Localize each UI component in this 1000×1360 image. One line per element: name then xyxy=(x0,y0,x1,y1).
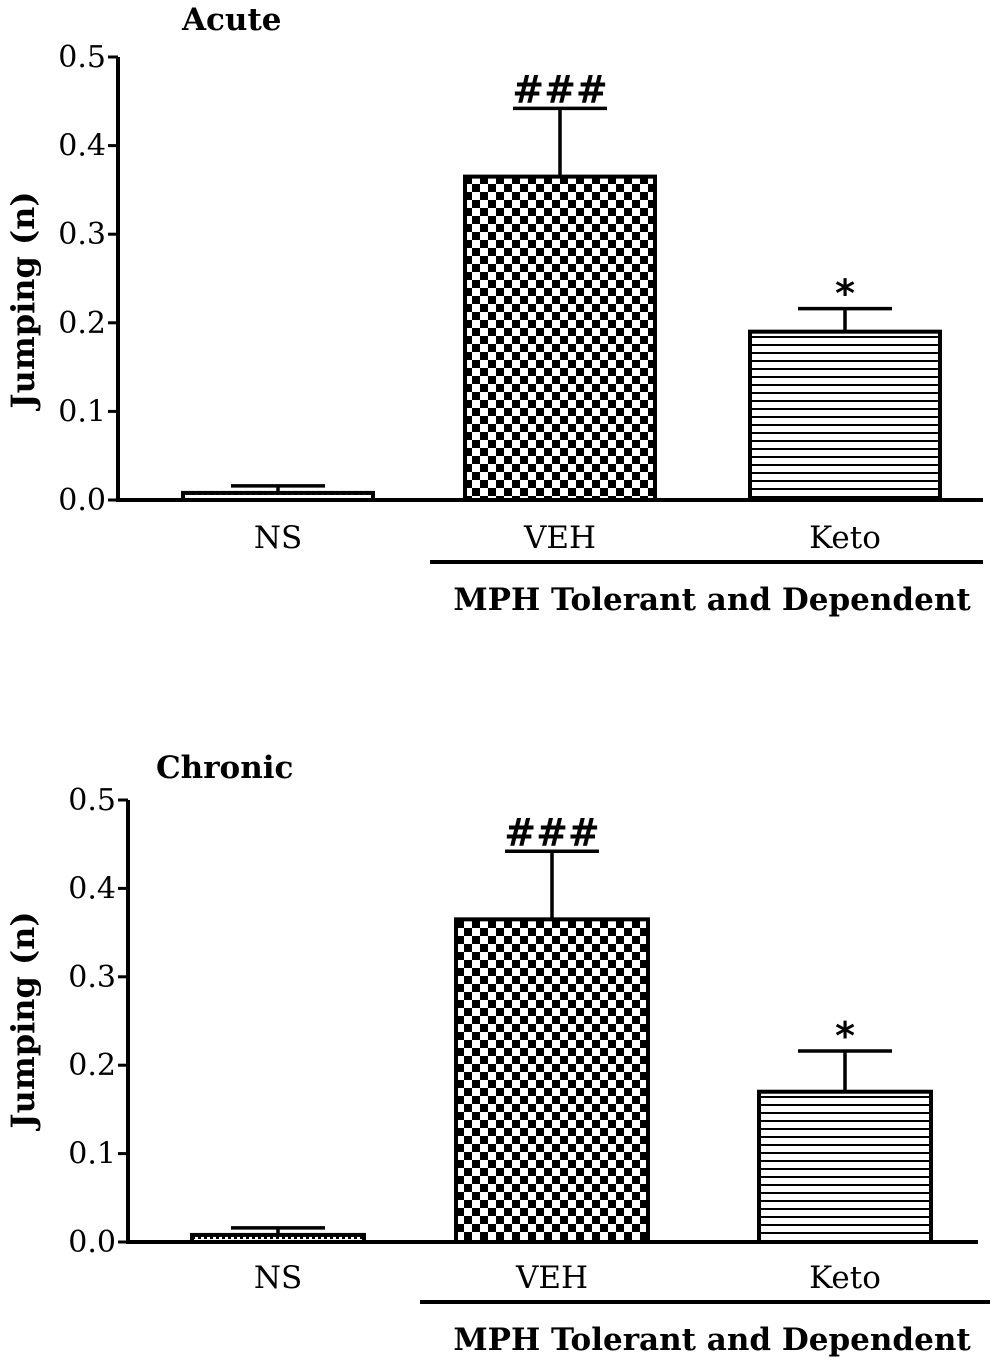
bar-keto xyxy=(748,329,942,502)
y-tick-label: 0.0 xyxy=(58,483,106,518)
bar-ns xyxy=(181,490,375,502)
y-tick-label: 0.4 xyxy=(58,129,106,164)
y-tick-label: 0.2 xyxy=(58,306,106,341)
bars: ### * xyxy=(190,810,933,1245)
group-label: MPH Tolerant and Dependent xyxy=(453,582,971,618)
category-label: NS xyxy=(254,1260,302,1296)
y-tick-label: 0.0 xyxy=(68,1225,116,1260)
y-axis-label: Jumping (n) xyxy=(4,191,42,411)
category-labels: NS VEH Keto xyxy=(254,1260,881,1296)
significance-marker: * xyxy=(835,1014,855,1058)
significance-marker: ### xyxy=(512,67,608,111)
category-label: Keto xyxy=(809,520,881,556)
chart-panel-chronic: Chronic Jumping (n) 0.0 0.1 0.2 0.3 0.4 0.5 #… xyxy=(4,750,990,1358)
category-label: VEH xyxy=(515,1260,588,1296)
y-tick-label: 0.5 xyxy=(58,40,106,75)
y-tick-label: 0.1 xyxy=(68,1137,116,1172)
y-tick-label: 0.2 xyxy=(68,1048,116,1083)
significance-marker: ### xyxy=(504,810,600,854)
bar-veh xyxy=(454,917,650,1245)
bars: ### * xyxy=(181,67,942,503)
significance-marker: * xyxy=(835,272,855,316)
category-label: VEH xyxy=(523,520,596,556)
chart-title: Acute xyxy=(181,2,282,38)
y-tick-label: 0.4 xyxy=(68,871,116,906)
chart-panel-acute: Acute Jumping (n) 0.0 0.1 0.2 0.3 0.4 0.5 ###… xyxy=(4,2,983,618)
bar-veh xyxy=(463,174,657,503)
category-label: Keto xyxy=(809,1260,881,1296)
chart-title: Chronic xyxy=(156,750,293,786)
y-tick-label: 0.1 xyxy=(58,394,106,429)
y-tick-label: 0.3 xyxy=(58,217,106,252)
category-labels: NS VEH Keto xyxy=(254,520,881,556)
y-ticks: 0.0 0.1 0.2 0.3 0.4 0.5 xyxy=(68,783,128,1260)
group-label: MPH Tolerant and Dependent xyxy=(453,1322,971,1358)
y-tick-label: 0.3 xyxy=(68,960,116,995)
bar-ns xyxy=(190,1232,366,1244)
y-axis-label: Jumping (n) xyxy=(4,911,42,1131)
category-label: NS xyxy=(254,520,302,556)
y-ticks: 0.0 0.1 0.2 0.3 0.4 0.5 xyxy=(58,40,118,518)
bar-keto xyxy=(757,1089,933,1244)
y-tick-label: 0.5 xyxy=(68,783,116,818)
